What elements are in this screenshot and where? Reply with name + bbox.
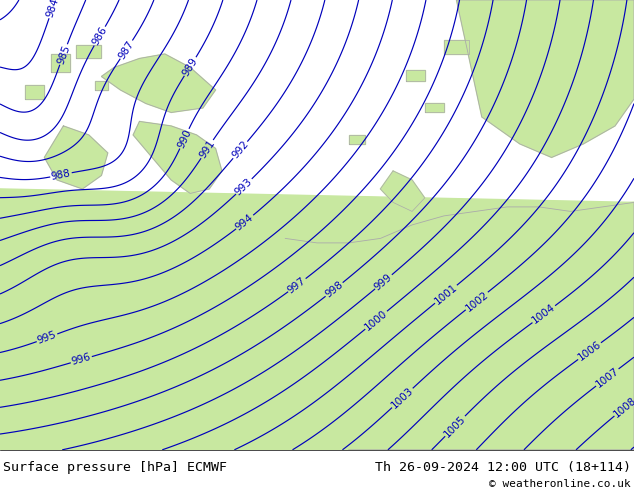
Polygon shape [76, 45, 101, 58]
Text: Th 26-09-2024 12:00 UTC (18+114): Th 26-09-2024 12:00 UTC (18+114) [375, 461, 631, 474]
Polygon shape [380, 171, 425, 211]
Polygon shape [406, 70, 425, 81]
Polygon shape [425, 103, 444, 113]
Text: 1001: 1001 [432, 282, 459, 306]
Text: 994: 994 [234, 212, 256, 232]
Polygon shape [51, 54, 70, 72]
Polygon shape [285, 202, 634, 450]
Text: 1008: 1008 [612, 395, 634, 419]
Text: 1004: 1004 [530, 302, 557, 326]
Text: 1007: 1007 [594, 366, 621, 390]
Text: 1006: 1006 [576, 340, 603, 363]
Text: 995: 995 [36, 330, 58, 346]
Polygon shape [0, 189, 634, 450]
Text: 988: 988 [50, 168, 72, 182]
Text: 985: 985 [55, 44, 72, 66]
Polygon shape [349, 135, 365, 144]
Text: 986: 986 [91, 25, 109, 47]
Text: 999: 999 [373, 271, 394, 292]
Polygon shape [456, 0, 634, 157]
Text: 997: 997 [286, 275, 308, 295]
Text: 996: 996 [70, 352, 93, 368]
Polygon shape [25, 85, 44, 99]
Text: © weatheronline.co.uk: © weatheronline.co.uk [489, 479, 631, 489]
Polygon shape [133, 122, 222, 194]
Text: 990: 990 [176, 127, 193, 150]
Text: 1005: 1005 [443, 413, 468, 439]
Polygon shape [44, 126, 108, 189]
Text: 993: 993 [233, 176, 255, 197]
Polygon shape [0, 194, 634, 450]
Text: 1002: 1002 [463, 289, 490, 313]
Text: 992: 992 [230, 139, 250, 161]
Text: 989: 989 [181, 55, 200, 77]
Text: Surface pressure [hPa] ECMWF: Surface pressure [hPa] ECMWF [3, 461, 227, 474]
Text: 1000: 1000 [363, 308, 389, 332]
Text: 998: 998 [323, 279, 345, 299]
Polygon shape [95, 81, 108, 90]
Text: 984: 984 [44, 0, 60, 19]
Polygon shape [101, 54, 216, 113]
Text: 987: 987 [117, 39, 136, 61]
Text: 991: 991 [197, 138, 217, 160]
Polygon shape [444, 41, 469, 54]
Text: 1003: 1003 [389, 385, 415, 411]
